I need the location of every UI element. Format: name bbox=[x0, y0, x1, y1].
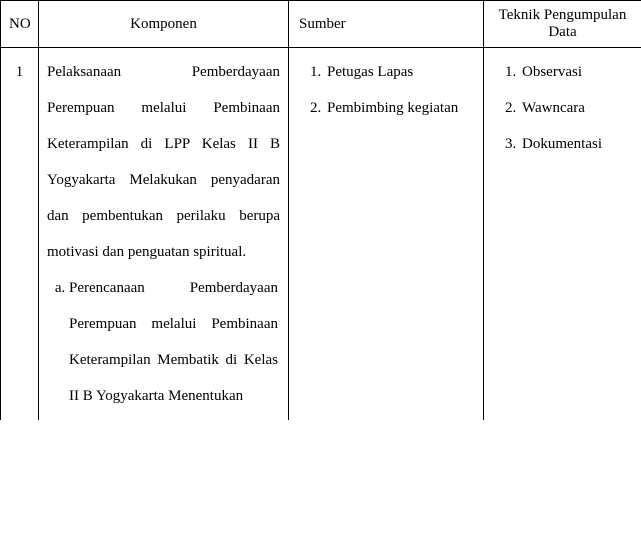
header-no: NO bbox=[1, 1, 39, 48]
data-collection-table: NO Komponen Sumber Teknik Pengumpulan Da… bbox=[0, 0, 641, 420]
sumber-item-1: Petugas Lapas bbox=[325, 54, 475, 90]
teknik-item-3: Dokumentasi bbox=[520, 126, 633, 162]
cell-komponen: Pelaksanaan Pemberdayaan Perempuan melal… bbox=[39, 48, 289, 421]
cell-sumber: Petugas Lapas Pembimbing kegiatan bbox=[289, 48, 484, 421]
sumber-list: Petugas Lapas Pembimbing kegiatan bbox=[297, 54, 475, 126]
teknik-item-2: Wawncara bbox=[520, 90, 633, 126]
teknik-item-1: Observasi bbox=[520, 54, 633, 90]
cell-teknik: Observasi Wawncara Dokumentasi bbox=[484, 48, 641, 421]
komponen-main-text: Pelaksanaan Pemberdayaan Perempuan melal… bbox=[47, 54, 280, 270]
header-sumber: Sumber bbox=[289, 1, 484, 48]
teknik-list: Observasi Wawncara Dokumentasi bbox=[492, 54, 633, 162]
sumber-item-2: Pembimbing kegiatan bbox=[325, 90, 475, 126]
komponen-sub-a: Perencanaan Pemberdayaan Perempuan melal… bbox=[69, 270, 280, 414]
header-komponen: Komponen bbox=[39, 1, 289, 48]
header-row: NO Komponen Sumber Teknik Pengumpulan Da… bbox=[1, 1, 641, 48]
cell-no: 1 bbox=[1, 48, 39, 421]
komponen-sublist: Perencanaan Pemberdayaan Perempuan melal… bbox=[47, 270, 280, 414]
header-teknik: Teknik Pengumpulan Data bbox=[484, 1, 641, 48]
table-row: 1 Pelaksanaan Pemberdayaan Perempuan mel… bbox=[1, 48, 641, 421]
